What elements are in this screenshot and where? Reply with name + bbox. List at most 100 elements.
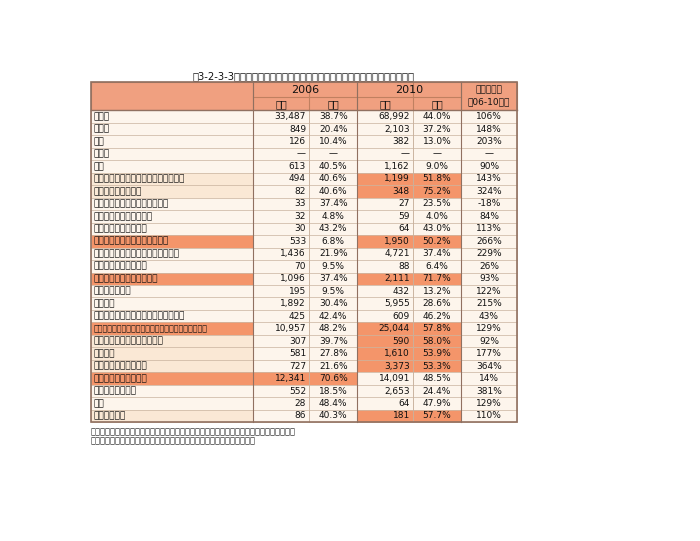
Text: 非金属鉱物製品: 非金属鉱物製品 (94, 287, 132, 296)
Text: —: — (484, 149, 494, 159)
Text: 40.5%: 40.5% (319, 162, 347, 171)
Bar (357, 248, 413, 260)
Bar (253, 110, 309, 123)
Text: 21.6%: 21.6% (319, 361, 347, 371)
Bar (413, 385, 461, 397)
Text: 資料：韓国統計庁経済統計局経済統計企画課「企業活動調査」から作成。: 資料：韓国統計庁経済統計局経済統計企画課「企業活動調査」から作成。 (90, 436, 256, 445)
Text: 1,892: 1,892 (281, 299, 306, 308)
Bar (413, 298, 461, 310)
Text: —: — (329, 149, 337, 159)
Bar (253, 273, 309, 285)
Bar (253, 372, 309, 385)
Bar (357, 235, 413, 248)
Text: 27: 27 (398, 200, 410, 208)
Text: 40.3%: 40.3% (319, 412, 347, 420)
Text: 食料品: 食料品 (94, 124, 110, 134)
Bar (461, 185, 517, 197)
Text: 129%: 129% (476, 324, 502, 333)
Bar (461, 123, 517, 135)
Bar (413, 148, 461, 160)
Text: 金属加工製品（機械及び家具を除く）: 金属加工製品（機械及び家具を除く） (94, 312, 185, 321)
Bar (90, 123, 253, 135)
Bar (461, 110, 517, 123)
Bar (461, 173, 517, 185)
Text: 28: 28 (295, 399, 306, 408)
Bar (309, 410, 357, 422)
Bar (309, 197, 357, 210)
Text: 14,091: 14,091 (379, 374, 410, 383)
Text: タバコ: タバコ (94, 149, 110, 159)
Bar (90, 273, 253, 285)
Text: 122%: 122% (476, 287, 502, 296)
Text: 229%: 229% (476, 249, 502, 258)
Bar (253, 385, 309, 397)
Bar (309, 260, 357, 273)
Text: 75.2%: 75.2% (423, 187, 452, 196)
Text: 24.4%: 24.4% (423, 386, 452, 395)
Text: —: — (433, 149, 442, 159)
Text: 307: 307 (289, 337, 306, 346)
Text: その他の製品: その他の製品 (94, 412, 126, 420)
Bar (357, 148, 413, 160)
Bar (253, 360, 309, 372)
Bar (253, 410, 309, 422)
Bar (413, 360, 461, 372)
Text: 613: 613 (289, 162, 306, 171)
Text: 82: 82 (295, 187, 306, 196)
Text: 13.2%: 13.2% (423, 287, 452, 296)
Text: 第3-2-3-3表　韓国の対外直接投資の金額と投資総額に占める割合（製造業）: 第3-2-3-3表 韓国の対外直接投資の金額と投資総額に占める割合（製造業） (193, 71, 414, 81)
Text: 比率: 比率 (431, 99, 443, 109)
Bar (413, 197, 461, 210)
Text: 21.9%: 21.9% (319, 249, 347, 258)
Text: 25,044: 25,044 (379, 324, 410, 333)
Bar (461, 397, 517, 410)
Bar (357, 260, 413, 273)
Text: 32: 32 (295, 212, 306, 221)
Bar (253, 248, 309, 260)
Text: 金額伸び率
（06-10年）: 金額伸び率 （06-10年） (468, 85, 510, 107)
Bar (253, 335, 309, 347)
Text: 30: 30 (295, 225, 306, 233)
Bar (90, 185, 253, 197)
Bar (309, 310, 357, 322)
Text: 51.8%: 51.8% (423, 174, 452, 183)
Text: 10,957: 10,957 (274, 324, 306, 333)
Text: 1,436: 1,436 (281, 249, 306, 258)
Text: 57.8%: 57.8% (423, 324, 452, 333)
Bar (357, 385, 413, 397)
Text: 23.5%: 23.5% (423, 200, 452, 208)
Bar (461, 360, 517, 372)
Bar (90, 335, 253, 347)
Bar (357, 285, 413, 298)
Text: 50.2%: 50.2% (423, 237, 452, 246)
Bar (357, 397, 413, 410)
Text: 26%: 26% (479, 262, 499, 271)
Text: 9.5%: 9.5% (322, 262, 344, 271)
Text: 2,103: 2,103 (384, 124, 410, 134)
Text: 88: 88 (398, 262, 410, 271)
Bar (413, 160, 461, 173)
Text: 92%: 92% (479, 337, 499, 346)
Bar (357, 273, 413, 285)
Bar (413, 397, 461, 410)
Bar (413, 372, 461, 385)
Text: 備考：オレンジは、対外直接投資が業種別投資総額に占める割合が５割を超えている業種。: 備考：オレンジは、対外直接投資が業種別投資総額に占める割合が５割を超えている業種… (90, 427, 295, 437)
Text: 381%: 381% (476, 386, 502, 395)
Text: 1,199: 1,199 (384, 174, 410, 183)
Bar (90, 322, 253, 335)
Bar (309, 222, 357, 235)
Bar (357, 322, 413, 335)
Bar (253, 148, 309, 160)
Text: 37.4%: 37.4% (319, 200, 347, 208)
Text: 71.7%: 71.7% (423, 274, 452, 283)
Text: 68,992: 68,992 (379, 112, 410, 121)
Bar (357, 173, 413, 185)
Bar (253, 210, 309, 222)
Bar (357, 410, 413, 422)
Text: 木材及び木製品（家具を除く）: 木材及び木製品（家具を除く） (94, 200, 169, 208)
Bar (461, 235, 517, 248)
Text: 113%: 113% (476, 225, 502, 233)
Bar (90, 173, 253, 185)
Bar (309, 235, 357, 248)
Text: 40.6%: 40.6% (319, 187, 347, 196)
